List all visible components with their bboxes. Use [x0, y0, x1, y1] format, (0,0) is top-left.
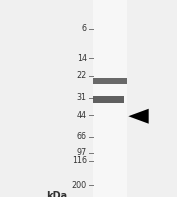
Text: 200: 200: [72, 181, 87, 190]
Text: 66: 66: [77, 132, 87, 141]
Text: kDa: kDa: [46, 191, 67, 197]
Text: 97: 97: [76, 148, 87, 157]
Text: 44: 44: [77, 111, 87, 120]
Text: 31: 31: [77, 93, 87, 102]
Text: 116: 116: [72, 156, 87, 165]
Bar: [93, 78, 127, 84]
Text: 6: 6: [82, 24, 87, 33]
Polygon shape: [128, 109, 149, 124]
Bar: [93, 0, 127, 197]
Text: 22: 22: [76, 71, 87, 80]
Bar: [93, 96, 124, 103]
Text: 14: 14: [77, 54, 87, 63]
